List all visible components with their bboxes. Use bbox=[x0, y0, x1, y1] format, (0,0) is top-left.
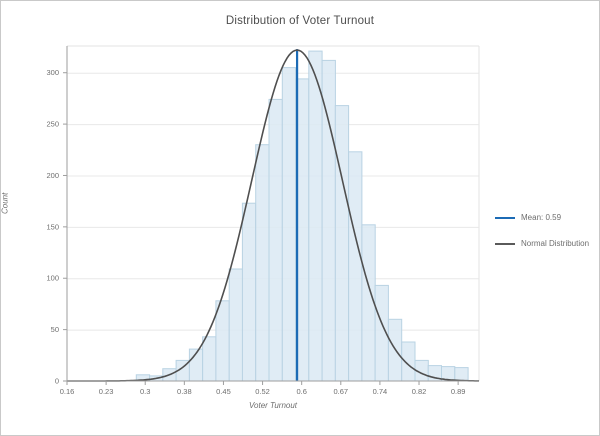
x-tick-label: 0.82 bbox=[412, 387, 427, 396]
histogram-bar[interactable] bbox=[215, 300, 230, 382]
histogram-bar[interactable] bbox=[255, 144, 270, 382]
y-tick-label: 250 bbox=[46, 120, 59, 129]
histogram-bar[interactable] bbox=[268, 98, 283, 382]
histogram-bar[interactable] bbox=[281, 67, 297, 382]
x-tick-label: 0.23 bbox=[99, 387, 114, 396]
chart-legend: Mean: 0.59 Normal Distribution bbox=[495, 213, 589, 248]
x-tick-label: 0.3 bbox=[140, 387, 150, 396]
normal-curve-swatch bbox=[495, 242, 515, 245]
y-tick-label: 200 bbox=[46, 171, 59, 180]
histogram-bar[interactable] bbox=[454, 367, 469, 382]
legend-label-normal-distribution: Normal Distribution bbox=[521, 239, 590, 248]
x-tick-label: 0.6 bbox=[296, 387, 306, 396]
histogram-bar[interactable] bbox=[241, 202, 257, 382]
x-axis-title: Voter Turnout bbox=[248, 401, 298, 410]
legend-item-normal-distribution: Normal Distribution bbox=[495, 239, 589, 248]
x-tick-label: 0.52 bbox=[255, 387, 270, 396]
histogram-bar[interactable] bbox=[361, 224, 376, 382]
histogram-bar[interactable] bbox=[228, 268, 243, 382]
y-tick-label: 100 bbox=[46, 274, 59, 283]
y-tick-label: 300 bbox=[46, 68, 59, 77]
x-tick-label: 0.16 bbox=[60, 387, 75, 396]
histogram-bar[interactable] bbox=[308, 50, 323, 382]
y-axis-title: Count bbox=[0, 192, 10, 214]
x-tick-label: 0.89 bbox=[451, 387, 466, 396]
y-tick-label: 0 bbox=[55, 377, 59, 386]
histogram-bar[interactable] bbox=[321, 59, 336, 382]
histogram-bar[interactable] bbox=[348, 151, 363, 382]
x-tick-label: 0.74 bbox=[373, 387, 388, 396]
x-tick-label: 0.67 bbox=[333, 387, 348, 396]
y-tick-label: 50 bbox=[51, 325, 59, 334]
mean-line-swatch bbox=[495, 216, 515, 219]
histogram-bar[interactable] bbox=[334, 105, 350, 382]
x-tick-label: 0.45 bbox=[216, 387, 231, 396]
normal-curve bbox=[67, 49, 479, 382]
histogram-bar[interactable] bbox=[202, 336, 217, 382]
y-tick-label: 150 bbox=[46, 222, 59, 231]
legend-label-mean: Mean: 0.59 bbox=[521, 213, 562, 222]
histogram-bar[interactable] bbox=[401, 341, 416, 382]
legend-item-mean: Mean: 0.59 bbox=[495, 213, 589, 222]
histogram-bars bbox=[135, 50, 469, 382]
x-tick-label: 0.38 bbox=[177, 387, 192, 396]
chart-title: Distribution of Voter Turnout bbox=[225, 15, 375, 27]
